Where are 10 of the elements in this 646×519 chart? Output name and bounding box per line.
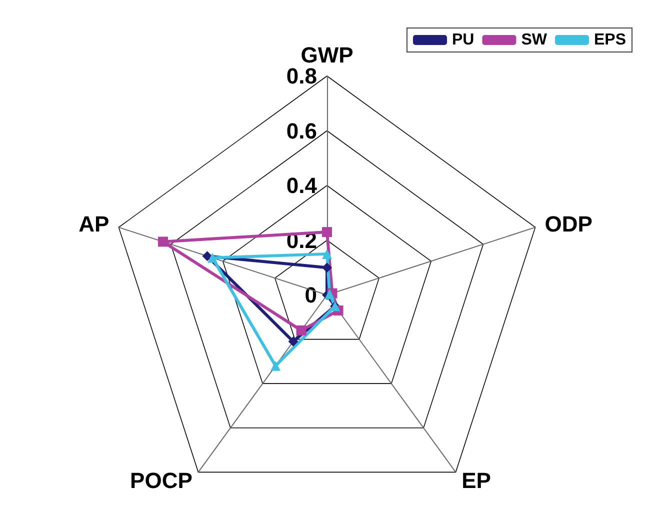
spoke-label: EP [462,468,491,493]
spoke-label: AP [78,212,110,237]
legend-label: SW [521,32,548,48]
spoke-label: POCP [130,468,192,493]
y-tick-label: 0.6 [286,118,317,144]
legend-label: EPS [594,32,626,48]
y-tick-label: 0.4 [286,173,318,198]
y-tick-label: 0 [304,282,317,308]
legend-label: PU [452,32,474,48]
spoke-label: ODP [544,212,592,237]
